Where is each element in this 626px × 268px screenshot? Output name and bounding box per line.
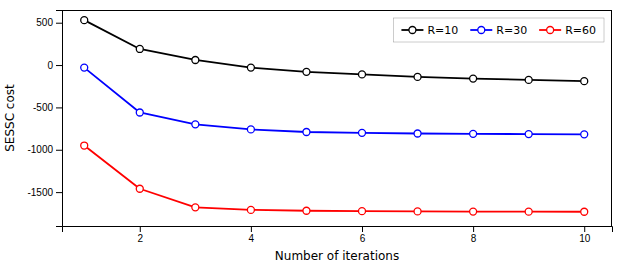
- y-axis-tick-label: -500: [33, 102, 53, 113]
- series: [81, 142, 588, 215]
- x-axis-tick-mark: [362, 226, 363, 232]
- y-axis-line: [56, 11, 63, 227]
- x-axis-tick: 4: [249, 226, 255, 244]
- legend-background: [393, 18, 604, 42]
- y-axis-tick: -1500: [27, 187, 62, 198]
- x-axis-line: [63, 227, 613, 233]
- x-axis-tick-mark: [140, 226, 141, 232]
- series-group: [81, 17, 588, 216]
- y-axis: 500 0 -500 -1000 -1500: [27, 11, 62, 227]
- x-axis-tick: 2: [137, 226, 143, 244]
- series-marker: [247, 126, 254, 133]
- y-axis-tick-label: -1000: [27, 144, 53, 155]
- series-marker: [136, 185, 143, 192]
- x-axis-tick-label: 4: [249, 233, 255, 244]
- legend-label: R=60: [565, 24, 596, 37]
- frame-right: [611, 10, 612, 226]
- series-marker: [359, 71, 366, 78]
- series-marker: [470, 208, 477, 215]
- x-axis-tick-label: 6: [360, 233, 366, 244]
- x-axis-tick: 8: [471, 226, 477, 244]
- series-marker: [192, 204, 199, 211]
- series-marker: [525, 76, 532, 83]
- series-line: [84, 146, 584, 212]
- plot-area: 2 4 6 8 10 500 0 -500 -1000 -1500 R=10 R=30 R=60: [27, 10, 612, 244]
- legend-label: R=30: [496, 24, 527, 37]
- y-axis-tick-mark: [56, 107, 62, 108]
- series-marker: [303, 128, 310, 135]
- series-marker: [81, 64, 88, 71]
- y-axis-tick-mark: [56, 23, 62, 24]
- legend-swatch-marker: [547, 27, 554, 34]
- legend-swatch-marker: [409, 27, 416, 34]
- series-marker: [81, 17, 88, 24]
- series: [81, 17, 588, 85]
- legend-entry: R=60: [539, 24, 596, 37]
- series-marker: [581, 208, 588, 215]
- series-marker: [303, 207, 310, 214]
- x-axis-tick-mark: [251, 226, 252, 232]
- x-axis-tick: 6: [360, 226, 366, 244]
- x-axis-tick-mark: [584, 226, 585, 232]
- chart: 2 4 6 8 10 500 0 -500 -1000 -1500 R=10 R=30 R=60 Numb…: [0, 0, 626, 268]
- frame-top: [62, 10, 612, 11]
- series-line: [84, 20, 584, 81]
- series-marker: [525, 131, 532, 138]
- legend-entry: R=10: [401, 24, 458, 37]
- series-marker: [525, 208, 532, 215]
- y-axis-tick: 500: [36, 17, 62, 28]
- series-marker: [414, 130, 421, 137]
- x-axis-tick-mark: [473, 226, 474, 232]
- y-axis-title: SESSC cost: [3, 84, 17, 152]
- y-axis-tick-label: 0: [47, 60, 53, 71]
- series: [81, 64, 588, 138]
- series-marker: [581, 131, 588, 138]
- series-marker: [192, 56, 199, 63]
- y-axis-tick-mark: [56, 65, 62, 66]
- series-marker: [470, 75, 477, 82]
- series-marker: [247, 206, 254, 213]
- series-marker: [470, 130, 477, 137]
- y-axis-tick-label: -1500: [27, 187, 53, 198]
- x-axis-tick-label: 10: [579, 233, 591, 244]
- legend-label: R=10: [427, 24, 458, 37]
- series-line: [84, 68, 584, 135]
- y-axis-tick: -500: [33, 102, 62, 113]
- series-marker: [359, 208, 366, 215]
- x-axis-title: Number of iterations: [275, 249, 399, 263]
- y-axis-tick-mark: [56, 192, 62, 193]
- series-marker: [414, 208, 421, 215]
- legend-swatch-marker: [478, 27, 485, 34]
- x-axis-tick-label: 8: [471, 233, 477, 244]
- series-marker: [136, 45, 143, 52]
- series-marker: [581, 78, 588, 85]
- series-marker: [414, 73, 421, 80]
- series-marker: [192, 121, 199, 128]
- x-axis: 2 4 6 8 10: [63, 226, 613, 244]
- series-marker: [359, 129, 366, 136]
- x-axis-tick-label: 2: [137, 233, 143, 244]
- legend-entry: R=30: [470, 24, 527, 37]
- legend: R=10 R=30 R=60: [393, 18, 604, 42]
- y-axis-tick-label: 500: [36, 17, 53, 28]
- series-marker: [136, 109, 143, 116]
- series-marker: [81, 142, 88, 149]
- y-axis-tick: -1000: [27, 144, 62, 155]
- y-axis-tick: 0: [47, 60, 62, 71]
- series-marker: [247, 64, 254, 71]
- series-marker: [303, 68, 310, 75]
- x-axis-tick: 10: [579, 226, 591, 244]
- y-axis-tick-mark: [56, 150, 62, 151]
